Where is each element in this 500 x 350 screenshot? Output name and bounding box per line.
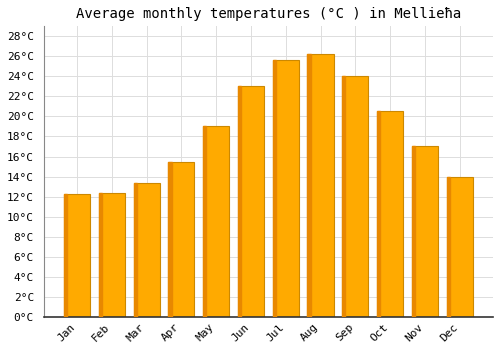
Bar	[64, 194, 67, 317]
Bar	[272, 60, 299, 317]
Bar	[203, 126, 206, 317]
Bar	[272, 60, 276, 317]
Bar	[134, 183, 137, 317]
Bar	[412, 147, 438, 317]
Bar	[238, 86, 264, 317]
Bar	[99, 193, 125, 317]
Bar	[446, 176, 472, 317]
Bar	[308, 54, 310, 317]
Bar	[168, 161, 172, 317]
Bar	[377, 111, 403, 317]
Bar	[308, 54, 334, 317]
Bar	[64, 194, 90, 317]
Bar	[168, 161, 194, 317]
Bar	[342, 76, 345, 317]
Title: Average monthly temperatures (°C ) in Mellieħa: Average monthly temperatures (°C ) in Me…	[76, 7, 461, 21]
Bar	[134, 183, 160, 317]
Bar	[446, 176, 450, 317]
Bar	[412, 147, 415, 317]
Bar	[238, 86, 241, 317]
Bar	[377, 111, 380, 317]
Bar	[203, 126, 229, 317]
Bar	[342, 76, 368, 317]
Bar	[99, 193, 102, 317]
